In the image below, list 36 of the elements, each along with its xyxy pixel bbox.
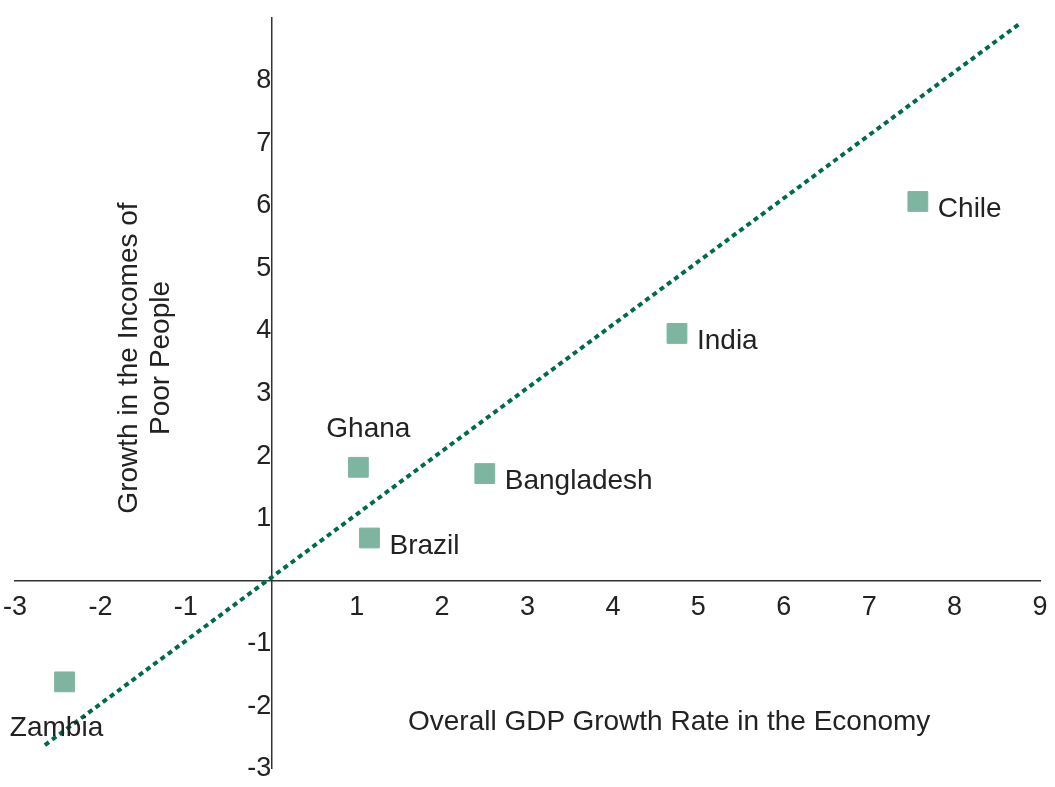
- point: [907, 191, 929, 212]
- x-tick-label: 6: [776, 590, 792, 621]
- x-axis-title: Overall GDP Growth Rate in the Economy: [408, 704, 931, 736]
- x-tick-label: 2: [434, 590, 450, 621]
- x-tick-label: -2: [88, 590, 113, 621]
- x-tick-label: 4: [605, 590, 621, 621]
- annotation: Bangladesh: [504, 464, 653, 496]
- annotation: India: [696, 324, 759, 356]
- point: [347, 456, 369, 478]
- point: [474, 463, 496, 484]
- x-tick-label: -3: [2, 590, 28, 621]
- x-tick-label: 5: [690, 590, 706, 621]
- y-tick-label: -2: [247, 689, 272, 720]
- y-tick-label: 4: [256, 314, 272, 345]
- y-tick-label: 5: [256, 251, 272, 282]
- y-tick-label: 7: [256, 126, 272, 157]
- y-tick-label: -3: [247, 752, 272, 783]
- point: [54, 671, 75, 693]
- x-tick-label: 3: [519, 590, 536, 621]
- y-tick-label: 1: [256, 502, 272, 533]
- x-tick-label: 1: [349, 590, 365, 621]
- x-tick-label: 7: [861, 590, 877, 621]
- point: [666, 323, 688, 344]
- y-tick-label: 3: [256, 376, 272, 407]
- y-tick-label: -1: [247, 627, 272, 658]
- x-tick-label: 8: [947, 590, 963, 621]
- y-tick-label: 8: [256, 64, 272, 95]
- x-tick-label: -1: [173, 590, 198, 621]
- x-tick-label: 9: [1032, 590, 1048, 621]
- point: [359, 527, 380, 549]
- annotation: Chile: [937, 192, 1002, 224]
- annotation: Brazil: [389, 528, 460, 560]
- y-axis-title: Growth in the Incomes of Poor People: [111, 202, 175, 514]
- annotation: Ghana: [326, 412, 411, 444]
- y-tick-label: 6: [256, 189, 272, 220]
- y-tick-label: 2: [256, 439, 272, 470]
